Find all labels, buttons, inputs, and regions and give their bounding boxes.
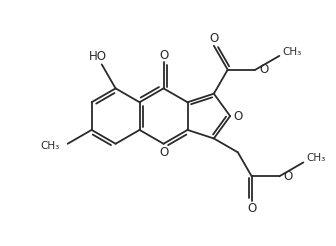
Text: HO: HO	[89, 50, 107, 63]
Text: CH₃: CH₃	[306, 154, 326, 164]
Text: CH₃: CH₃	[282, 47, 302, 57]
Text: O: O	[159, 49, 168, 62]
Text: O: O	[247, 202, 256, 215]
Text: CH₃: CH₃	[41, 141, 60, 151]
Text: O: O	[234, 109, 243, 123]
Text: O: O	[259, 63, 268, 76]
Text: O: O	[283, 170, 293, 183]
Text: O: O	[209, 32, 218, 45]
Text: O: O	[159, 146, 168, 159]
